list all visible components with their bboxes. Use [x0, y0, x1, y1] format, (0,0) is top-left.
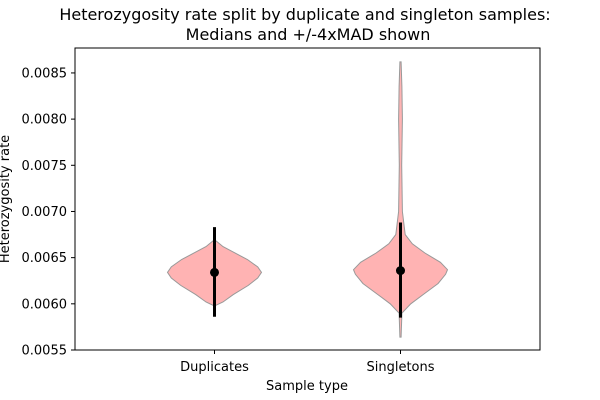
median-point: [396, 266, 405, 276]
y-axis-label: Heterozygosity rate: [0, 135, 13, 263]
y-tick-label: 0.0070: [22, 205, 68, 220]
violin-singletons: [352, 61, 449, 338]
y-tick-label: 0.0055: [22, 344, 68, 359]
plot-area: [166, 61, 449, 338]
y-tick-label: 0.0085: [22, 66, 68, 81]
plot-frame: [74, 47, 541, 351]
x-tick-label: Duplicates: [180, 360, 249, 375]
x-axis-label: Sample type: [266, 379, 348, 394]
chart-subtitle: Medians and +/-4xMAD shown: [186, 25, 431, 44]
chart-title: Heterozygosity rate split by duplicate a…: [59, 5, 550, 24]
x-tick-label: Singletons: [366, 360, 434, 375]
y-tick-label: 0.0075: [22, 159, 68, 174]
y-tick-label: 0.0060: [22, 297, 68, 312]
y-tick-label: 0.0080: [22, 113, 68, 128]
median-point: [210, 267, 219, 277]
y-tick-label: 0.0065: [22, 251, 68, 266]
